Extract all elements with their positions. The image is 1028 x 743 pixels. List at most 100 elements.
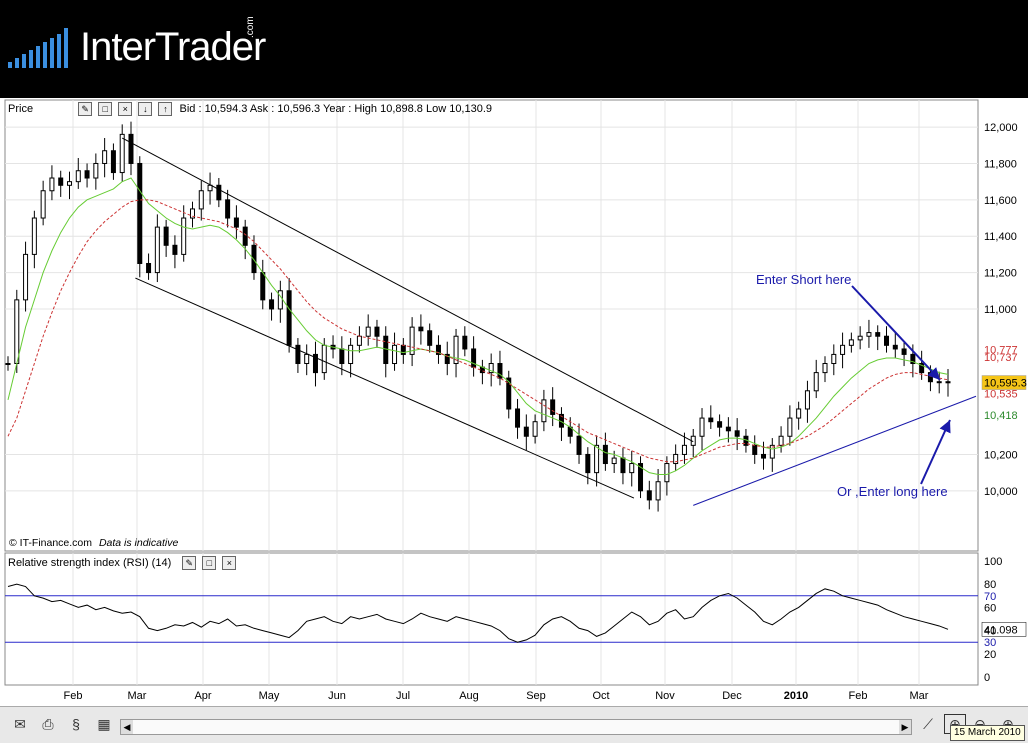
price-bar-body <box>225 199 231 219</box>
move-up-icon[interactable]: ↑ <box>158 102 173 116</box>
chart-frame: 41.098 12,000 11,800 11,600 11,400 11,200 11,… <box>0 98 1028 743</box>
x-tick-label: Mar <box>128 690 147 702</box>
price-bar-body <box>778 435 784 446</box>
price-bar-body <box>752 444 758 455</box>
price-bar-body <box>14 299 20 365</box>
zoom-out-icon[interactable]: ⊖ <box>974 716 986 732</box>
rsi-tick-label: 30 <box>984 637 996 649</box>
price-bar-body <box>497 363 503 379</box>
price-bar-body <box>901 348 907 355</box>
price-bar-body <box>409 326 415 355</box>
price-bar-body <box>110 150 116 174</box>
price-bar-body <box>585 453 591 474</box>
rsi-tick-label: 20 <box>984 649 996 661</box>
price-bar-body <box>681 444 687 455</box>
move-down-icon[interactable]: ↓ <box>138 102 153 116</box>
price-bar-body <box>295 344 301 365</box>
price-bar-body <box>444 353 450 365</box>
rsi-value-box <box>981 622 1027 637</box>
price-bar-body <box>884 335 890 346</box>
price-bar-body <box>31 217 37 255</box>
price-bar-body <box>840 344 846 355</box>
price-bar-body <box>857 335 863 341</box>
price-bar-body <box>181 217 187 255</box>
maximize-icon[interactable]: □ <box>98 102 113 116</box>
x-tick-label: Jul <box>396 690 410 702</box>
price-bar-body <box>286 290 292 346</box>
price-bar-body <box>233 217 239 228</box>
spreadsheet-icon[interactable]: ▦ <box>97 716 111 732</box>
draw-tool-icon[interactable]: ⟋ <box>923 716 933 732</box>
x-tick-label: 2010 <box>784 690 808 702</box>
price-bar-body <box>541 399 547 423</box>
annotations <box>121 137 977 506</box>
price-bar-body <box>40 190 46 219</box>
price-panel-label: Price <box>8 102 34 115</box>
price-tick-label: 11,000 <box>984 304 1017 316</box>
price-axis: 12,000 11,800 11,600 11,400 11,200 11,000 10,2… <box>984 122 1018 498</box>
wrench-icon[interactable]: ✎ <box>78 102 93 116</box>
price-grid <box>5 100 978 685</box>
rsi-tick-label: 100 <box>984 556 1002 568</box>
price-bar-body <box>453 335 459 365</box>
print-icon[interactable]: ⎙ <box>42 716 54 732</box>
price-bar-body <box>392 344 398 365</box>
downtrend-lower-line <box>135 277 635 499</box>
x-tick-label: Apr <box>194 690 211 702</box>
logo-bar <box>8 62 12 68</box>
price-bar-body <box>804 390 810 410</box>
price-bar-body <box>277 290 283 310</box>
price-series <box>5 121 951 512</box>
close-icon[interactable]: × <box>222 556 237 570</box>
maximize-icon[interactable]: □ <box>202 556 217 570</box>
price-bar-body <box>620 457 626 474</box>
price-tick-label: 11,800 <box>984 158 1017 170</box>
credit-line: © IT-Finance.com Data is indicative <box>9 537 178 549</box>
zoom-in-icon[interactable]: ⊕ <box>1002 716 1014 732</box>
x-tick-label: May <box>259 690 280 702</box>
close-icon[interactable]: × <box>118 102 133 116</box>
price-bar-body <box>418 326 424 332</box>
link-icon[interactable]: § <box>72 716 80 732</box>
price-bar-body <box>462 335 468 350</box>
time-scrollbar[interactable]: ◀ ▶ <box>120 719 912 735</box>
rsi-series: 41.098 <box>7 583 1027 643</box>
logo-bar <box>43 42 47 68</box>
price-bar-body <box>146 262 152 274</box>
price-bar-body <box>515 408 521 428</box>
mail-icon[interactable]: ✉ <box>14 716 26 732</box>
price-bar-body <box>822 363 828 374</box>
short-arrow <box>851 285 941 381</box>
price-bar-body <box>506 377 512 410</box>
price-bar-body <box>93 162 99 179</box>
price-tick-label: 12,000 <box>984 122 1018 134</box>
credit-text: © IT-Finance.com <box>9 537 93 549</box>
logo-bar <box>36 46 40 68</box>
x-tick-label: Aug <box>459 690 479 702</box>
scroll-right-icon[interactable]: ▶ <box>899 720 911 734</box>
price-bar-body <box>374 326 380 337</box>
price-level-label: 10,535 <box>984 389 1018 401</box>
x-tick-label: Mar <box>910 690 929 702</box>
price-bar-body <box>646 490 652 501</box>
rsi-panel-header: Relative strength index (RSI) (14) ✎ □ × <box>8 556 237 570</box>
wrench-icon[interactable]: ✎ <box>182 556 197 570</box>
long-arrow <box>920 419 951 485</box>
scroll-left-icon[interactable]: ◀ <box>121 720 133 734</box>
x-tick-label: Feb <box>849 690 868 702</box>
quote-text: Bid : 10,594.3 Ask : 10,596.3 Year : Hig… <box>179 102 493 115</box>
price-level-label: 10,418 <box>984 410 1018 422</box>
price-bar-body <box>717 421 723 428</box>
chart-canvas: 41.098 12,000 11,800 11,600 11,400 11,200 11,… <box>4 99 1027 702</box>
price-bar-body <box>875 332 881 337</box>
price-panel-header: Price ✎ □ × ↓ ↑ Bid : 10,594.3 Ask : 10,… <box>8 102 492 116</box>
logo-bar <box>50 38 54 68</box>
date-tooltip: 15 March 2010 <box>950 725 1025 741</box>
x-tick-label: Feb <box>64 690 83 702</box>
annotation-short: Enter Short here <box>756 272 852 287</box>
price-bar-body <box>638 463 644 492</box>
price-level-label: 10,595.3 <box>984 378 1027 390</box>
price-bar-body <box>154 226 160 274</box>
